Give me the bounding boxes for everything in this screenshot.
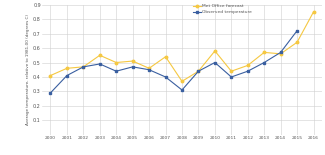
Met Office forecast — [279, 53, 283, 55]
Observed temperature — [213, 62, 217, 63]
Observed temperature — [262, 62, 266, 63]
Observed temperature — [180, 89, 184, 91]
Observed temperature — [114, 70, 118, 72]
Observed temperature — [246, 70, 250, 72]
Observed temperature — [98, 63, 102, 65]
Legend: Met Office forecast, Observed temperature: Met Office forecast, Observed temperatur… — [193, 4, 252, 14]
Observed temperature — [295, 30, 299, 32]
Met Office forecast — [48, 75, 52, 76]
Y-axis label: Average temperature, relative to 1981-00 (degrees C): Average temperature, relative to 1981-00… — [26, 14, 30, 125]
Line: Observed temperature: Observed temperature — [49, 29, 298, 94]
Met Office forecast — [131, 60, 135, 62]
Observed temperature — [131, 66, 135, 68]
Met Office forecast — [114, 62, 118, 63]
Met Office forecast — [180, 80, 184, 82]
Observed temperature — [147, 69, 151, 71]
Observed temperature — [197, 70, 201, 72]
Met Office forecast — [295, 41, 299, 43]
Met Office forecast — [98, 54, 102, 56]
Met Office forecast — [197, 70, 201, 72]
Met Office forecast — [65, 67, 69, 69]
Observed temperature — [229, 76, 233, 78]
Line: Met Office forecast: Met Office forecast — [49, 11, 315, 83]
Observed temperature — [279, 51, 283, 53]
Observed temperature — [48, 92, 52, 94]
Met Office forecast — [163, 56, 167, 58]
Met Office forecast — [147, 67, 151, 69]
Met Office forecast — [312, 11, 316, 13]
Met Office forecast — [246, 64, 250, 66]
Met Office forecast — [262, 51, 266, 53]
Observed temperature — [163, 76, 167, 78]
Met Office forecast — [229, 70, 233, 72]
Met Office forecast — [81, 66, 85, 68]
Met Office forecast — [213, 50, 217, 52]
Observed temperature — [65, 75, 69, 76]
Observed temperature — [81, 66, 85, 68]
